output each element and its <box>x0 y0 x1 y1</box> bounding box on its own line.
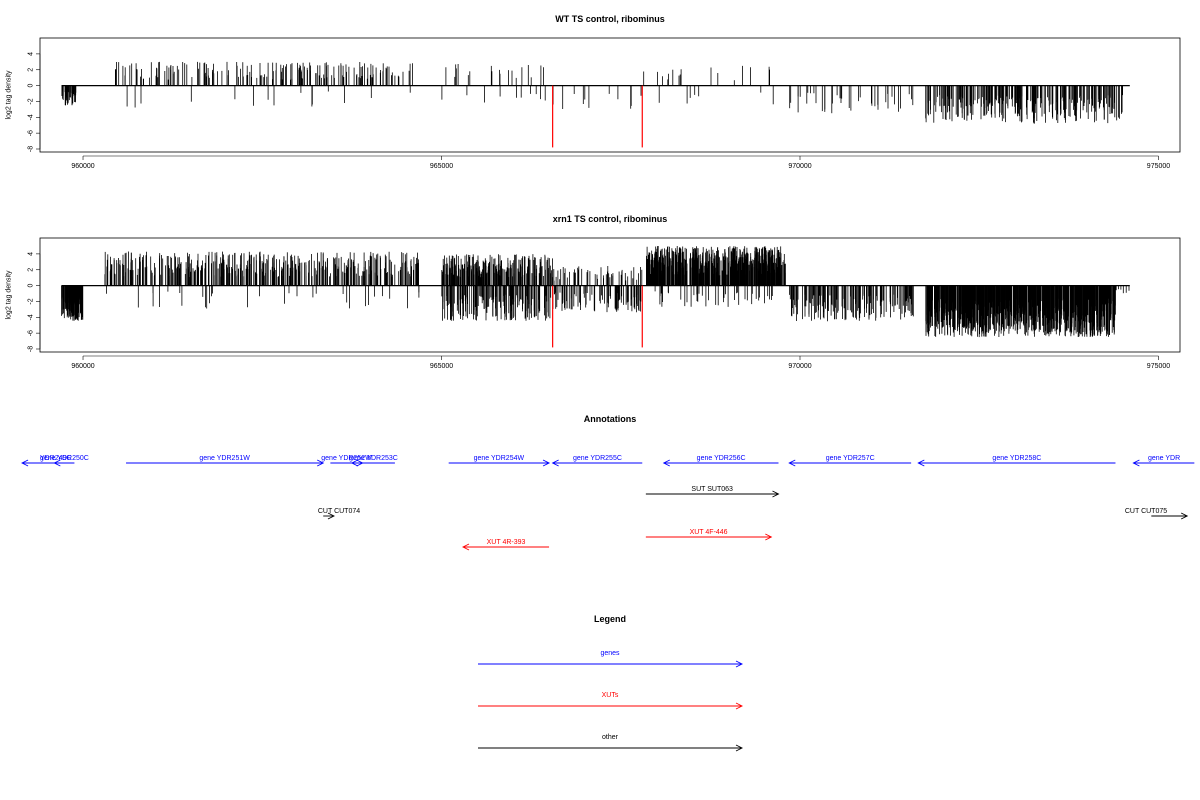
bars <box>61 61 1123 124</box>
legend-label: other <box>602 734 619 741</box>
feature-label: YDR249C <box>40 455 72 462</box>
y-tick-label: -8 <box>28 346 35 352</box>
legend: Legend genes XUTs other <box>478 614 744 752</box>
feature-gene-ydr: gene YDR <box>1132 455 1195 467</box>
legend-title: Legend <box>594 614 626 624</box>
chart-title: WT TS control, ribominus <box>555 14 665 24</box>
x-tick-label: 970000 <box>788 163 811 170</box>
feature-gene-ydr257c: gene YDR257C <box>788 455 912 467</box>
y-tick-label: -8 <box>28 146 35 152</box>
x-tick-label: 960000 <box>71 163 94 170</box>
y-axis-label: log2 tag density <box>6 270 13 320</box>
arrow-head <box>662 459 670 467</box>
feature-label: SUT SUT063 <box>691 486 733 493</box>
annotations-title: Annotations <box>584 414 637 424</box>
feature-cut-cut074: CUT CUT074 <box>318 508 360 520</box>
x-tick-label: 965000 <box>430 163 453 170</box>
arrow-head <box>1180 512 1189 520</box>
legend-item-genes: genes <box>478 650 744 668</box>
arrow-head <box>350 459 359 467</box>
y-tick-label: 0 <box>28 284 35 288</box>
x-tick-label: 960000 <box>71 363 94 370</box>
arrow-head <box>772 490 780 498</box>
feature-xut-4r-393: XUT 4R-393 <box>462 539 550 551</box>
arrow-head <box>735 702 744 710</box>
feature-gene-ydr253c: gene YDR253C <box>349 455 398 467</box>
arrow-head <box>21 459 29 467</box>
arrow-head <box>462 543 470 551</box>
feature-gene-ydr255c: gene YDR255C <box>551 455 643 467</box>
arrow-head <box>788 459 796 467</box>
feature-label: gene YDR253C <box>349 455 398 462</box>
x-tick-label: 965000 <box>430 363 453 370</box>
feature-xut-4f-446: XUT 4F-446 <box>645 529 773 541</box>
feature-gene-ydr254w: gene YDR254W <box>448 455 551 467</box>
feature-gene-ydr250c: gene YDR250C <box>40 455 89 467</box>
feature-label: gene YDR257C <box>826 455 875 462</box>
wt-coverage-panel: WT TS control, ribominus 4 2 0 -2 -4 -6 -8 log2 … <box>6 14 1181 170</box>
arrow-head <box>917 459 925 467</box>
feature-label: gene YDR258C <box>992 455 1041 462</box>
feature-label: gene YDR255C <box>573 455 622 462</box>
y-tick-label: -6 <box>28 130 35 136</box>
feature-sut-sut063: SUT SUT063 <box>645 486 780 498</box>
feature-label: gene YDR251W <box>199 455 250 462</box>
feature-label: gene YDR250C <box>40 455 89 462</box>
feature-label: gene YDR252W <box>321 455 372 462</box>
y-axis-label: log2 tag density <box>6 70 13 120</box>
arrow-head <box>53 459 61 467</box>
feature-label: XUT 4F-446 <box>690 529 728 536</box>
bars <box>61 246 1130 338</box>
x-tick-label: 975000 <box>1147 363 1170 370</box>
arrow-head <box>542 459 551 467</box>
y-tick-label: 2 <box>28 268 35 272</box>
feature-cut-cut075: CUT CUT075 <box>1125 508 1189 520</box>
y-tick-label: -2 <box>28 298 35 304</box>
legend-label: XUTs <box>602 692 619 699</box>
feature-label: gene YDR <box>1148 455 1180 462</box>
feature-label: gene YDR254W <box>474 455 525 462</box>
xrn1-coverage-panel: xrn1 TS control, ribominus 4 2 0 -2 -4 -6 -8 log… <box>6 214 1181 370</box>
feature-gene-ydr258c: gene YDR258C <box>917 455 1116 467</box>
arrow-head <box>317 459 325 467</box>
y-tick-label: 4 <box>28 52 35 56</box>
arrow-head <box>765 533 773 541</box>
chart-title: xrn1 TS control, ribominus <box>553 214 668 224</box>
arrow-head <box>551 459 559 467</box>
feature-label: CUT CUT074 <box>318 508 360 515</box>
arrow-head <box>735 744 744 752</box>
legend-item-other: other <box>478 734 744 752</box>
y-tick-label: -4 <box>28 114 35 120</box>
y-tick-label: 4 <box>28 252 35 256</box>
feature-label: CUT CUT075 <box>1125 508 1167 515</box>
x-tick-label: 970000 <box>788 363 811 370</box>
legend-label: genes <box>600 650 620 657</box>
arrow-head <box>1132 459 1140 467</box>
x-tick-label: 975000 <box>1147 163 1170 170</box>
y-tick-label: 0 <box>28 84 35 88</box>
y-tick-label: -2 <box>28 98 35 104</box>
feature-gene-ydr256c: gene YDR256C <box>662 455 779 467</box>
arrow-head <box>735 660 744 668</box>
arrow-head <box>327 512 335 520</box>
y-tick-label: -4 <box>28 314 35 320</box>
feature-label: XUT 4R-393 <box>487 539 526 546</box>
feature-gene-ydr251w: gene YDR251W <box>126 455 325 467</box>
legend-item-xuts: XUTs <box>478 692 744 710</box>
y-tick-label: 2 <box>28 68 35 72</box>
y-tick-label: -6 <box>28 330 35 336</box>
feature-label: gene YDR256C <box>697 455 746 462</box>
